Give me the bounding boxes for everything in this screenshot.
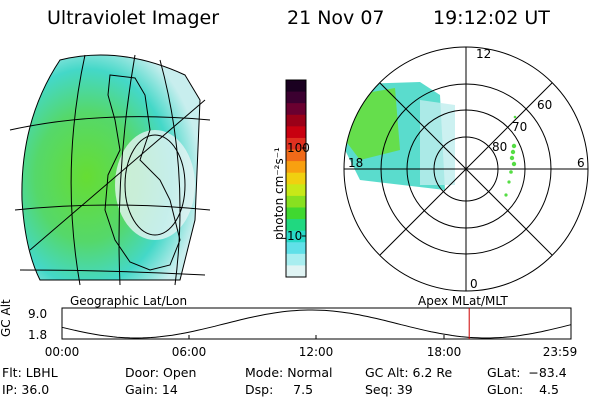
altitude-xtick-1200: 12:00 [298, 345, 334, 359]
altitude-curve [61, 309, 572, 339]
latitude-line [19, 269, 206, 276]
colorbar-cells [286, 80, 306, 278]
status-seq: Seq: 39 [365, 382, 413, 397]
map-outline [21, 54, 201, 281]
dayside-aurora-dots [504, 115, 517, 197]
colorbar-unit-label: photon cm⁻²s⁻¹ [272, 147, 286, 240]
mlt-label-0: 0 [470, 277, 478, 291]
mlt-label-18: 18 [348, 156, 364, 170]
time-label: 19:12:02 UT [433, 7, 550, 29]
date-label: 21 Nov 07 [287, 7, 385, 29]
colorbar-cell [286, 219, 306, 232]
longitude-line [159, 59, 181, 286]
altitude-ytick-min: 1.8 [28, 328, 48, 342]
mlt-label-6: 6 [577, 156, 585, 170]
altitude-ytick-max: 9.0 [28, 307, 48, 321]
aurora-oval-green [345, 88, 400, 160]
left-panel-label: Geographic Lat/Lon [70, 294, 188, 308]
altitude-xtick-0000: 00:00 [44, 345, 80, 359]
aurora-diffuse [420, 100, 455, 185]
status-gain: Gain: 14 [125, 382, 178, 397]
status-glon: GLon: 4.5 [487, 382, 559, 397]
colorbar-cell [286, 103, 306, 116]
mlat-label-70: 70 [512, 120, 528, 134]
mlt-label-12: 12 [476, 47, 492, 61]
status-glat: GLat: −83.4 [487, 365, 567, 380]
antarctica-fill [115, 130, 195, 240]
status-dsp: Dsp: 7.5 [245, 382, 314, 397]
polar-plot [343, 46, 589, 292]
antarctica-coastline [104, 74, 181, 271]
colorbar-cell [286, 80, 306, 93]
colorbar-cell [286, 207, 306, 220]
altitude-xtick-0600: 06:00 [171, 345, 207, 359]
status-filter: Flt: LBHL [2, 365, 58, 380]
colorbar [285, 79, 307, 278]
status-ip: IP: 36.0 [2, 382, 50, 397]
altitude-ylabel: GC Alt [0, 299, 13, 337]
mlat-label-80: 80 [492, 140, 508, 154]
latitude-line [14, 204, 211, 211]
colorbar-cell [286, 230, 306, 243]
colorbar-cell [286, 253, 306, 266]
altitude-plot [61, 307, 572, 340]
latitude-circle [124, 134, 186, 236]
colorbar-cell [286, 149, 306, 162]
colorbar-cell [286, 242, 306, 255]
colorbar-cell [286, 172, 306, 185]
instrument-title: Ultraviolet Imager [47, 7, 220, 29]
status-door: Door: Open [125, 365, 197, 380]
colorbar-cell [286, 265, 306, 278]
colorbar-cell [286, 114, 306, 127]
colorbar-cell [286, 91, 306, 104]
colorbar-cell [286, 195, 306, 208]
colorbar-tick-label-10: 10 [287, 229, 303, 243]
altitude-plot-frame [61, 307, 572, 340]
colorbar-cell [286, 126, 306, 139]
status-mode: Mode: Normal [245, 365, 333, 380]
longitude-line [70, 54, 86, 286]
colorbar-cell [286, 161, 306, 174]
colorbar-tick-label-100: 100 [287, 141, 310, 155]
colorbar-cell [286, 137, 306, 151]
right-panel-label: Apex MLat/MLT [418, 294, 508, 308]
colorbar-cell [286, 184, 306, 197]
colorbar-frame [285, 79, 307, 278]
longitude-line [29, 99, 206, 251]
mlt-diagonal [379, 82, 553, 256]
altitude-xtick-2359: 23:59 [542, 345, 578, 359]
geographic-map [9, 54, 211, 286]
mlat-label-60: 60 [537, 98, 553, 112]
longitude-line [118, 54, 136, 286]
altitude-xtick-1800: 18:00 [426, 345, 462, 359]
status-gc-alt: GC Alt: 6.2 Re [365, 365, 453, 380]
